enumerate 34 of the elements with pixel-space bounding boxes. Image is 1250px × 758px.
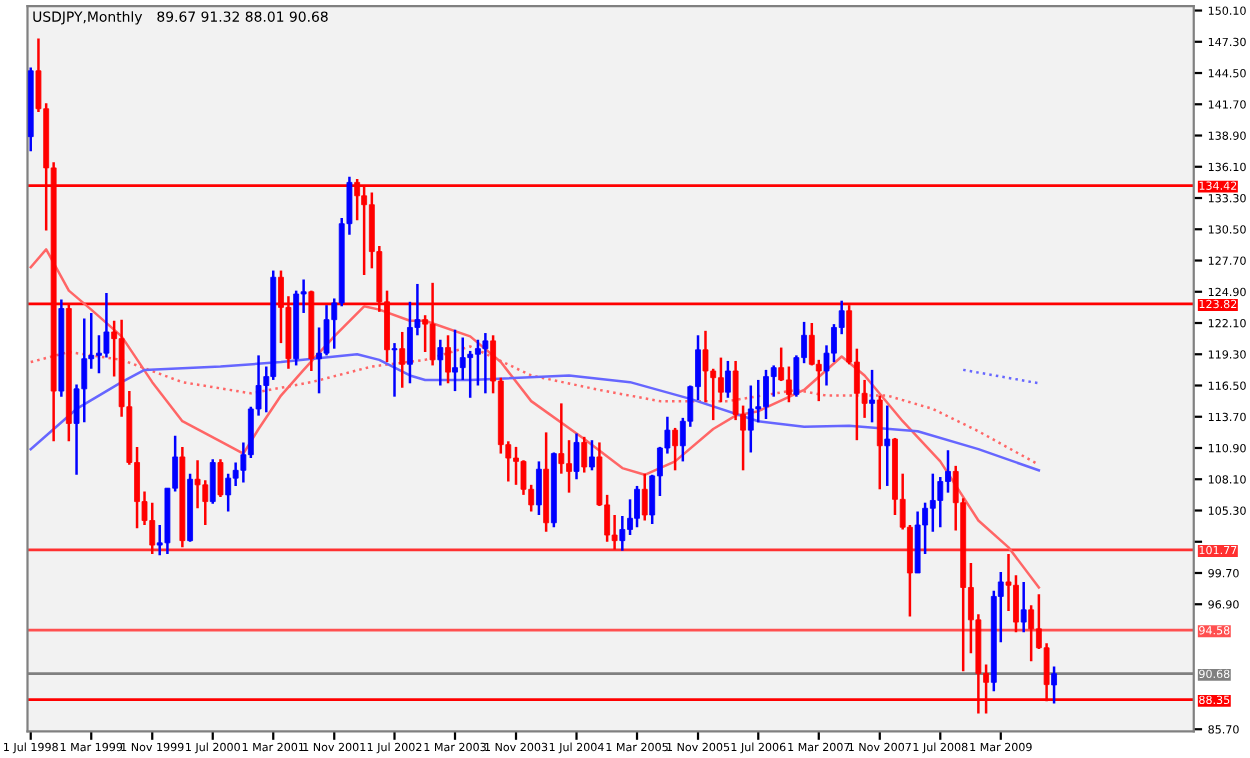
candlestick — [929, 472, 936, 533]
candlestick — [884, 404, 891, 488]
candlestick — [475, 338, 481, 387]
candlestick — [589, 438, 595, 472]
candlestick — [869, 368, 875, 424]
candlestick — [641, 472, 648, 522]
candlestick — [937, 475, 944, 529]
candlestick — [718, 356, 724, 404]
candlestick — [747, 384, 754, 454]
candlestick — [619, 514, 626, 552]
candlestick — [437, 338, 444, 387]
candlestick — [399, 330, 406, 389]
candlestick — [391, 341, 398, 398]
candlestick — [1028, 604, 1035, 663]
candlestick — [672, 426, 679, 472]
candlestick — [209, 457, 216, 506]
candlestick — [482, 331, 489, 395]
candlestick — [445, 334, 451, 385]
candlestick — [1020, 580, 1027, 634]
candlestick — [536, 460, 542, 517]
candlestick — [876, 394, 883, 491]
candlestick — [513, 445, 519, 487]
candlestick — [1051, 665, 1057, 705]
candlestick — [217, 457, 224, 499]
line-series — [29, 248, 1041, 589]
candlestick — [914, 510, 921, 575]
candlestick — [785, 365, 792, 404]
candlestick — [763, 368, 769, 421]
candlestick — [634, 484, 640, 529]
candlestick — [724, 359, 731, 400]
candlestick — [573, 432, 580, 481]
candlestick — [452, 328, 458, 393]
candlestick — [581, 435, 588, 474]
candlestick — [558, 402, 565, 475]
